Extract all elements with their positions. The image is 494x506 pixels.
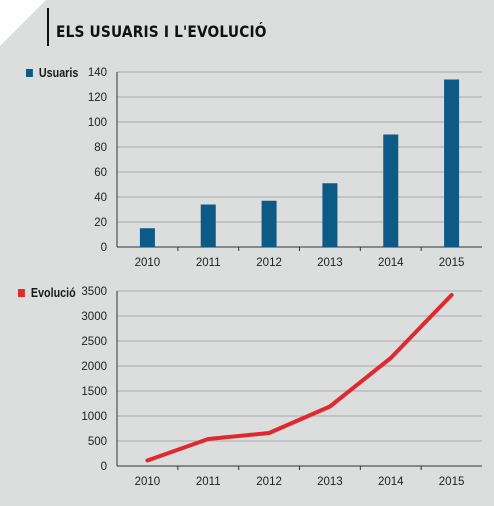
x-tick-label: 2015	[439, 257, 465, 269]
y-tick-label: 2000	[81, 361, 107, 373]
y-tick-label: 80	[94, 142, 107, 154]
legend-evolucio: Evolució	[18, 286, 76, 300]
bar	[383, 134, 399, 247]
bar	[261, 200, 277, 247]
bar	[322, 183, 338, 247]
bar	[200, 204, 216, 247]
x-tick-label: 2013	[317, 476, 343, 488]
bar	[139, 228, 155, 247]
y-tick-label: 120	[88, 92, 107, 104]
x-tick-label: 2015	[439, 476, 465, 488]
corner-fold-decoration	[0, 0, 46, 46]
legend-swatch-usuaris	[26, 69, 33, 77]
x-tick-label: 2010	[135, 476, 161, 488]
y-tick-label: 0	[101, 461, 107, 473]
y-tick-label: 1500	[81, 386, 107, 398]
x-tick-label: 2012	[256, 476, 282, 488]
legend-usuaris: Usuaris	[26, 66, 78, 80]
y-tick-label: 0	[101, 242, 107, 254]
bar	[444, 79, 460, 247]
x-tick-label: 2013	[317, 257, 343, 269]
y-tick-label: 3000	[81, 311, 107, 323]
y-tick-label: 500	[88, 436, 107, 448]
legend-label-usuaris: Usuaris	[38, 66, 79, 80]
x-tick-label: 2014	[378, 257, 404, 269]
y-tick-label: 1000	[81, 411, 107, 423]
y-tick-label: 140	[88, 67, 107, 79]
x-tick-label: 2010	[135, 257, 161, 269]
legend-label-evolucio: Evolució	[30, 286, 76, 300]
x-tick-label: 2011	[196, 476, 221, 488]
title-rule	[47, 8, 49, 46]
y-tick-label: 100	[88, 117, 107, 129]
series-line-evolucio	[145, 293, 454, 463]
y-tick-label: 20	[94, 217, 107, 229]
x-tick-label: 2011	[196, 257, 221, 269]
x-tick-label: 2012	[256, 257, 282, 269]
y-tick-label: 60	[94, 167, 107, 179]
x-tick-label: 2014	[378, 476, 404, 488]
y-tick-label: 3500	[81, 286, 107, 298]
y-tick-label: 2500	[81, 336, 107, 348]
chart-title: ELS USUARIS I L'EVOLUCIÓ	[56, 22, 267, 41]
legend-swatch-evolucio	[18, 289, 25, 297]
y-tick-label: 40	[94, 192, 107, 204]
